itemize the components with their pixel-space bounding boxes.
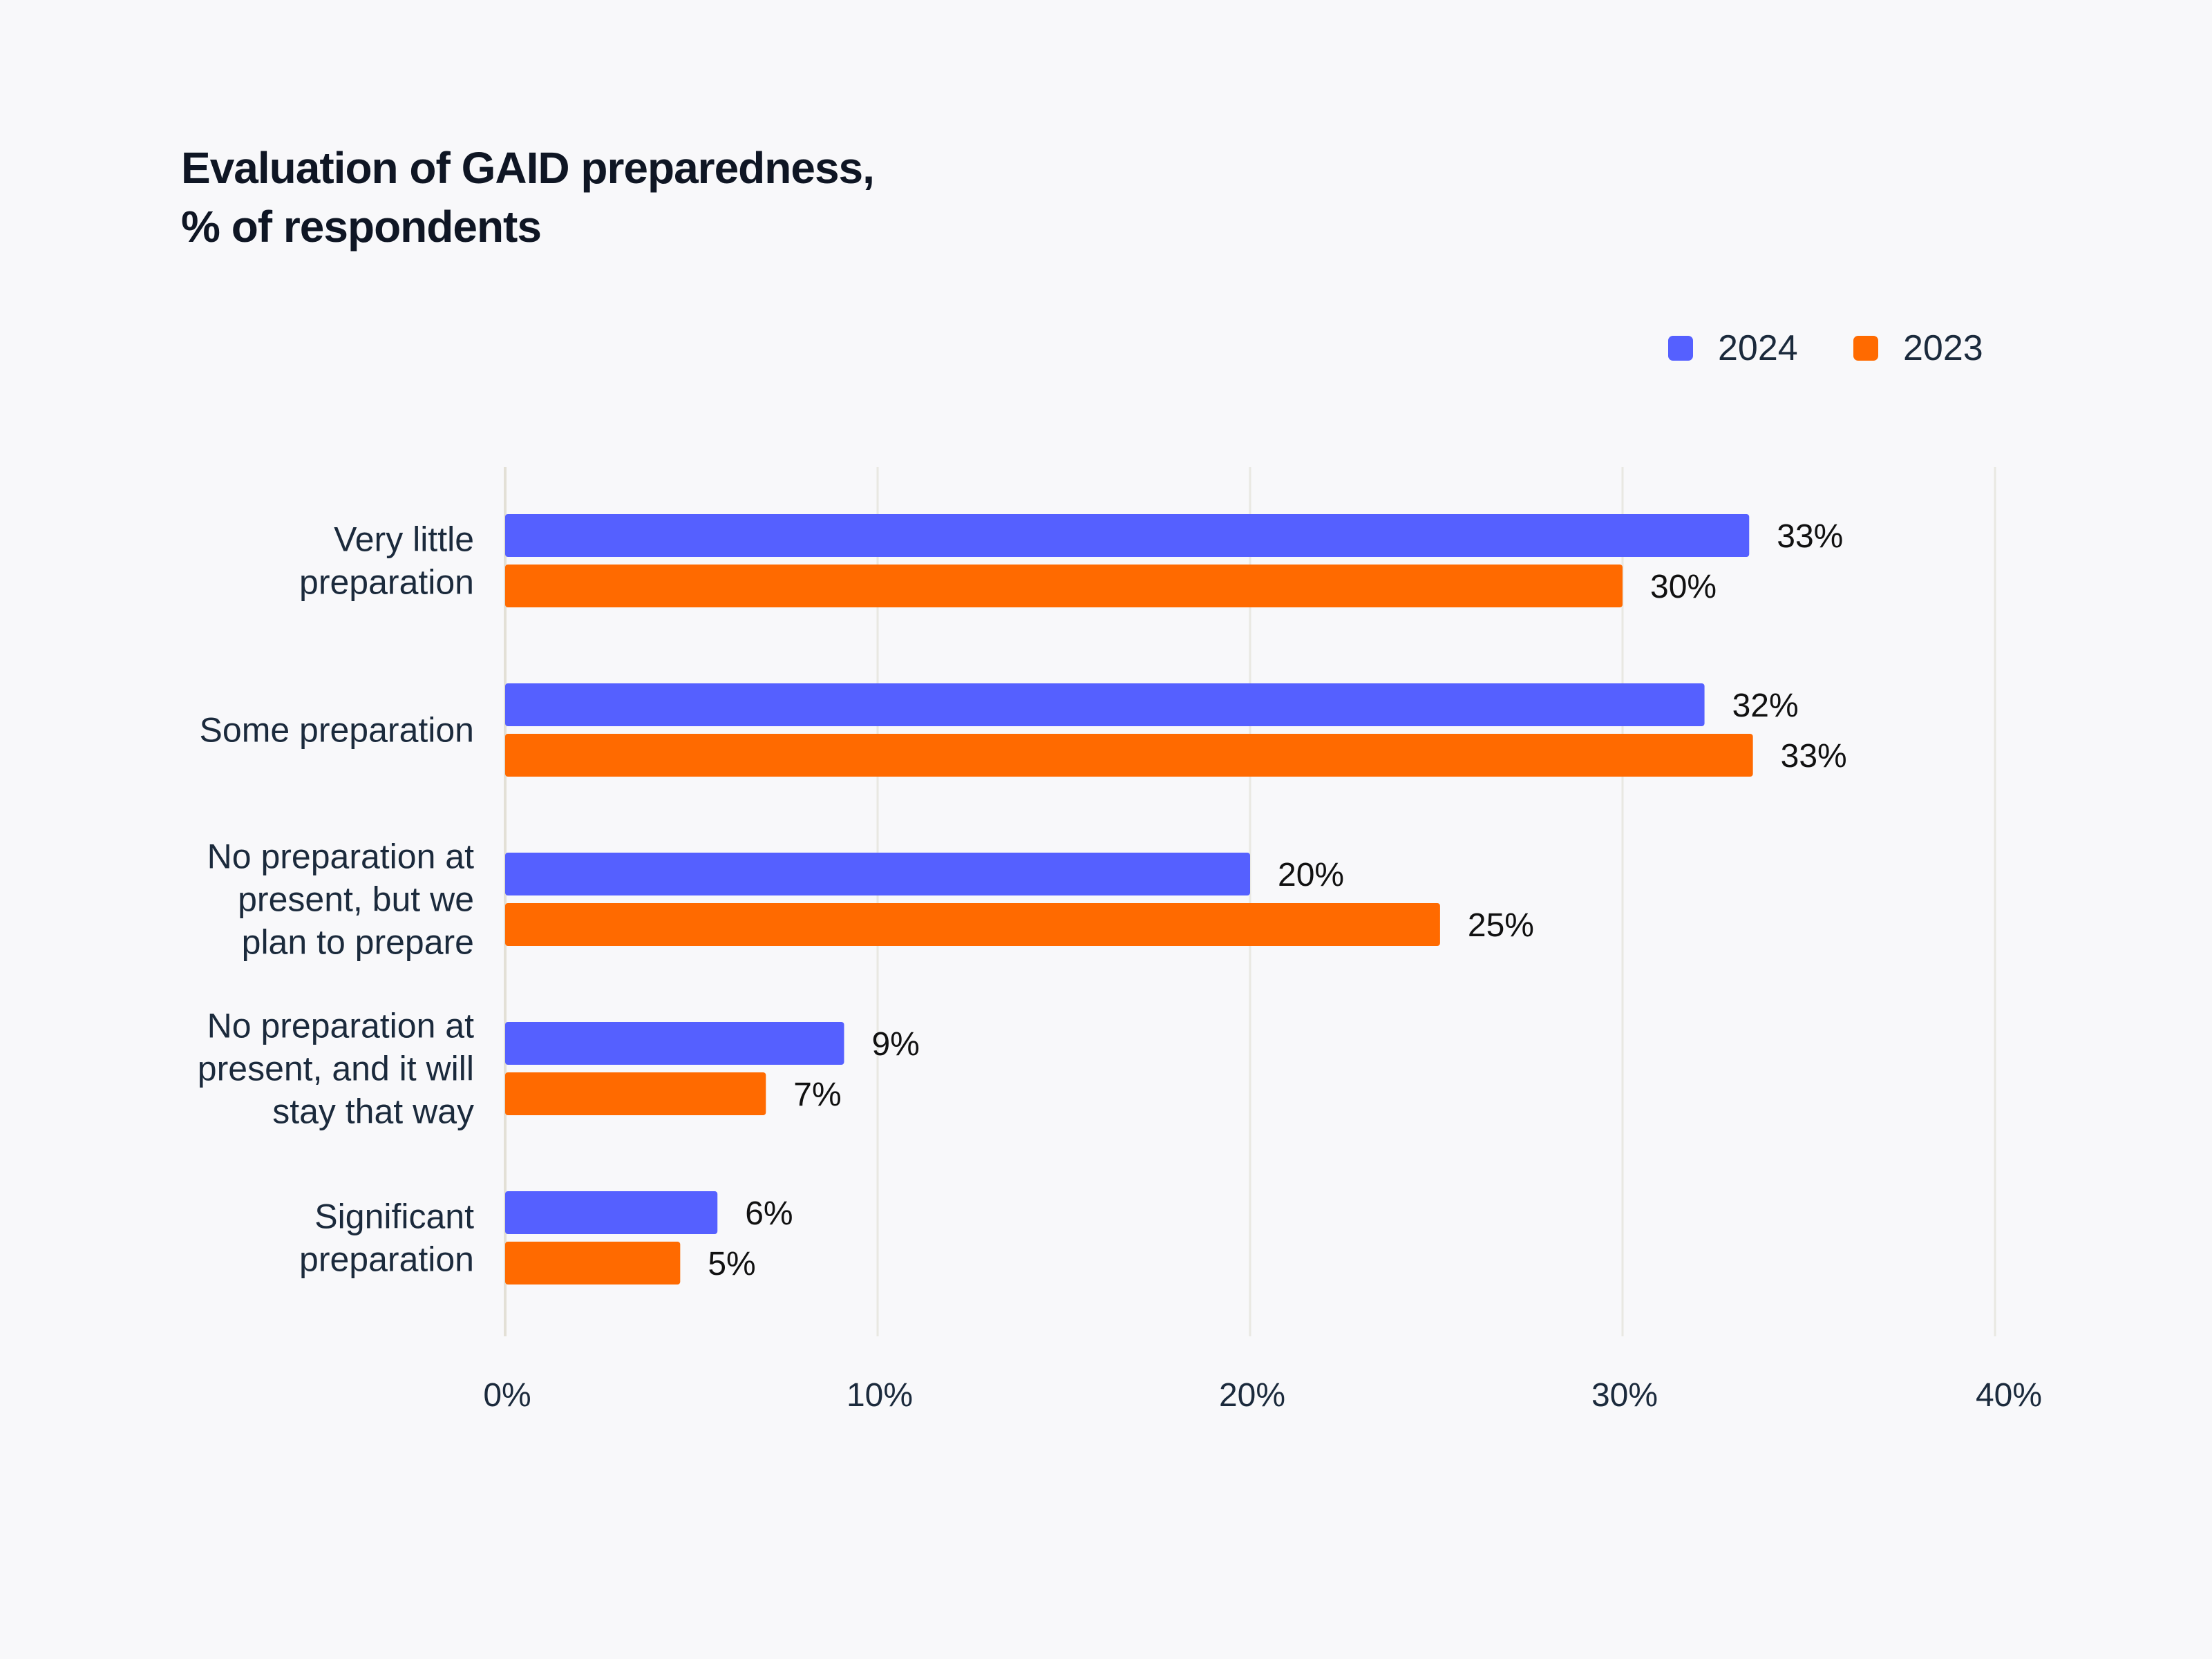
bar-2023-1 [505, 734, 1753, 777]
x-tick-label: 30% [1591, 1377, 1658, 1414]
category-label: present, but we [238, 880, 474, 919]
category-label: Some preparation [200, 711, 474, 750]
category-label: No preparation at [207, 1007, 474, 1045]
legend-item-2023: 2023 [1853, 328, 1983, 369]
category-label: Significant [314, 1197, 474, 1236]
value-label-2024-1: 32% [1732, 688, 1799, 724]
bar-2024-2 [505, 853, 1250, 895]
category-label: plan to prepare [242, 923, 474, 962]
category-label: present, and it will [198, 1050, 474, 1088]
x-tick-label: 0% [483, 1377, 531, 1414]
value-label-2024-3: 9% [871, 1026, 919, 1063]
bar-2024-3 [505, 1022, 844, 1065]
legend-swatch-2023 [1853, 336, 1878, 361]
value-label-2024-4: 6% [745, 1195, 793, 1232]
legend-label-2023: 2023 [1903, 328, 1983, 368]
chart-title-line-1: Evaluation of GAID preparedness, [181, 143, 875, 193]
category-label: preparation [299, 563, 474, 602]
value-label-2024-2: 20% [1278, 857, 1344, 893]
category-label: No preparation at [207, 837, 474, 876]
bar-2023-3 [505, 1072, 766, 1115]
x-tick-label: 20% [1219, 1377, 1285, 1414]
value-label-2024-0: 33% [1777, 518, 1843, 555]
bar-2023-4 [505, 1242, 681, 1284]
value-label-2023-1: 33% [1781, 738, 1847, 775]
bar-2024-1 [505, 683, 1705, 726]
category-label: Very little [334, 520, 474, 559]
value-label-2023-4: 5% [708, 1246, 755, 1282]
x-tick-label: 10% [847, 1377, 913, 1414]
chart-title-line-2: % of respondents [181, 202, 542, 252]
category-label: stay that way [272, 1092, 474, 1131]
bar-2024-0 [505, 514, 1750, 557]
legend-swatch-2024 [1668, 336, 1693, 361]
bar-2024-4 [505, 1191, 718, 1234]
value-label-2023-2: 25% [1468, 907, 1534, 944]
legend-label-2024: 2024 [1718, 328, 1798, 368]
x-tick-label: 40% [1976, 1377, 2042, 1414]
value-label-2023-3: 7% [793, 1077, 841, 1113]
category-label: preparation [299, 1240, 474, 1279]
bar-2023-2 [505, 903, 1440, 946]
legend-item-2024: 2024 [1668, 328, 1798, 369]
value-label-2023-0: 30% [1650, 569, 1717, 605]
bar-2023-0 [505, 565, 1623, 607]
